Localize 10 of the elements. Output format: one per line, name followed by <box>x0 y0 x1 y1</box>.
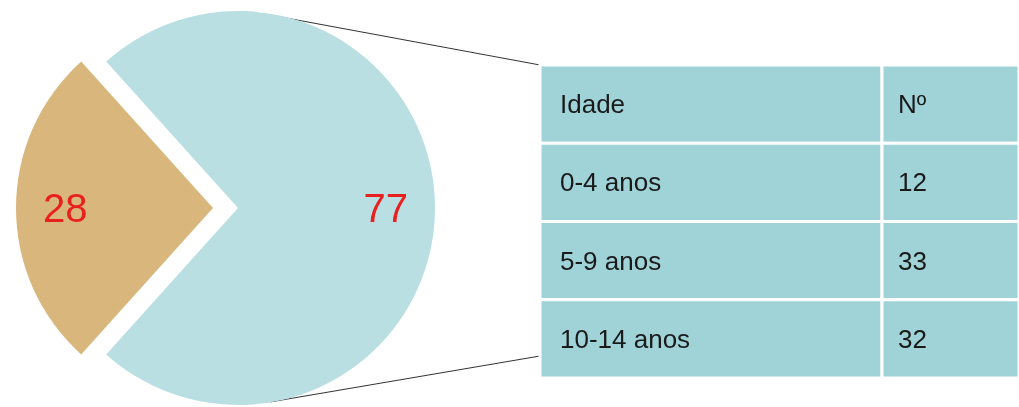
category-label: 0-4 anos <box>560 167 662 198</box>
data-label: 32 <box>898 323 927 354</box>
data-label: 12 <box>898 167 927 198</box>
data-label: 33 <box>898 245 927 276</box>
text: Idade <box>560 89 626 120</box>
data-label: 77 <box>363 186 408 230</box>
text: Nº <box>898 89 927 120</box>
category-label: 5-9 anos <box>560 245 662 276</box>
category-label: 10-14 anos <box>560 323 691 354</box>
data-label: 28 <box>43 186 88 230</box>
